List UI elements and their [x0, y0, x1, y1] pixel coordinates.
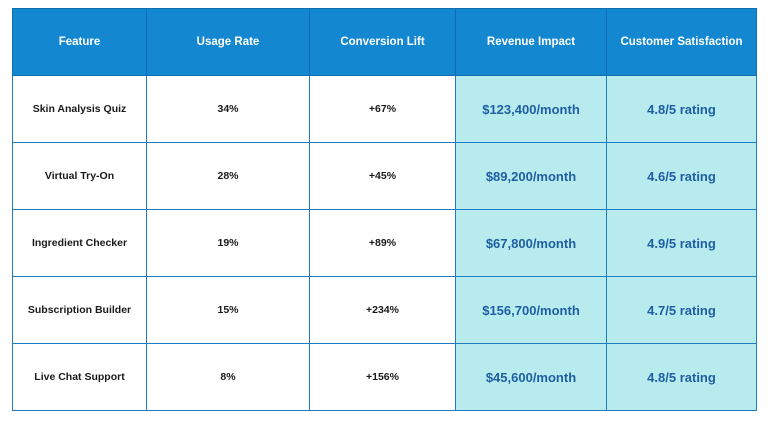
cell-usage-rate: 19%: [146, 209, 310, 277]
cell-conversion-lift: +45%: [309, 142, 456, 210]
cell-conversion-lift: +234%: [309, 276, 456, 344]
header-usage-rate: Usage Rate: [146, 8, 310, 76]
cell-feature: Skin Analysis Quiz: [12, 75, 147, 143]
cell-revenue-impact: $89,200/month: [455, 142, 607, 210]
table-row: Subscription Builder 15% +234% $156,700/…: [12, 276, 757, 344]
table-row: Ingredient Checker 19% +89% $67,800/mont…: [12, 209, 757, 277]
header-row: Feature Usage Rate Conversion Lift Reven…: [12, 8, 757, 76]
cell-conversion-lift: +156%: [309, 343, 456, 411]
cell-conversion-lift: +67%: [309, 75, 456, 143]
cell-usage-rate: 28%: [146, 142, 310, 210]
header-feature: Feature: [12, 8, 147, 76]
cell-revenue-impact: $156,700/month: [455, 276, 607, 344]
cell-revenue-impact: $45,600/month: [455, 343, 607, 411]
table-row: Live Chat Support 8% +156% $45,600/month…: [12, 343, 757, 411]
header-customer-satisfaction: Customer Satisfaction: [606, 8, 757, 76]
cell-customer-satisfaction: 4.8/5 rating: [606, 343, 757, 411]
cell-conversion-lift: +89%: [309, 209, 456, 277]
cell-feature: Live Chat Support: [12, 343, 147, 411]
table-row: Virtual Try-On 28% +45% $89,200/month 4.…: [12, 142, 757, 210]
cell-revenue-impact: $123,400/month: [455, 75, 607, 143]
cell-customer-satisfaction: 4.9/5 rating: [606, 209, 757, 277]
cell-customer-satisfaction: 4.6/5 rating: [606, 142, 757, 210]
table-row: Skin Analysis Quiz 34% +67% $123,400/mon…: [12, 75, 757, 143]
cell-revenue-impact: $67,800/month: [455, 209, 607, 277]
cell-feature: Subscription Builder: [12, 276, 147, 344]
table-body: Skin Analysis Quiz 34% +67% $123,400/mon…: [12, 75, 757, 411]
cell-feature: Virtual Try-On: [12, 142, 147, 210]
cell-usage-rate: 34%: [146, 75, 310, 143]
table-header: Feature Usage Rate Conversion Lift Reven…: [12, 8, 757, 76]
header-conversion-lift: Conversion Lift: [309, 8, 456, 76]
cell-usage-rate: 8%: [146, 343, 310, 411]
cell-customer-satisfaction: 4.7/5 rating: [606, 276, 757, 344]
feature-comparison-table: Feature Usage Rate Conversion Lift Reven…: [12, 8, 757, 411]
header-revenue-impact: Revenue Impact: [455, 8, 607, 76]
cell-feature: Ingredient Checker: [12, 209, 147, 277]
cell-customer-satisfaction: 4.8/5 rating: [606, 75, 757, 143]
cell-usage-rate: 15%: [146, 276, 310, 344]
